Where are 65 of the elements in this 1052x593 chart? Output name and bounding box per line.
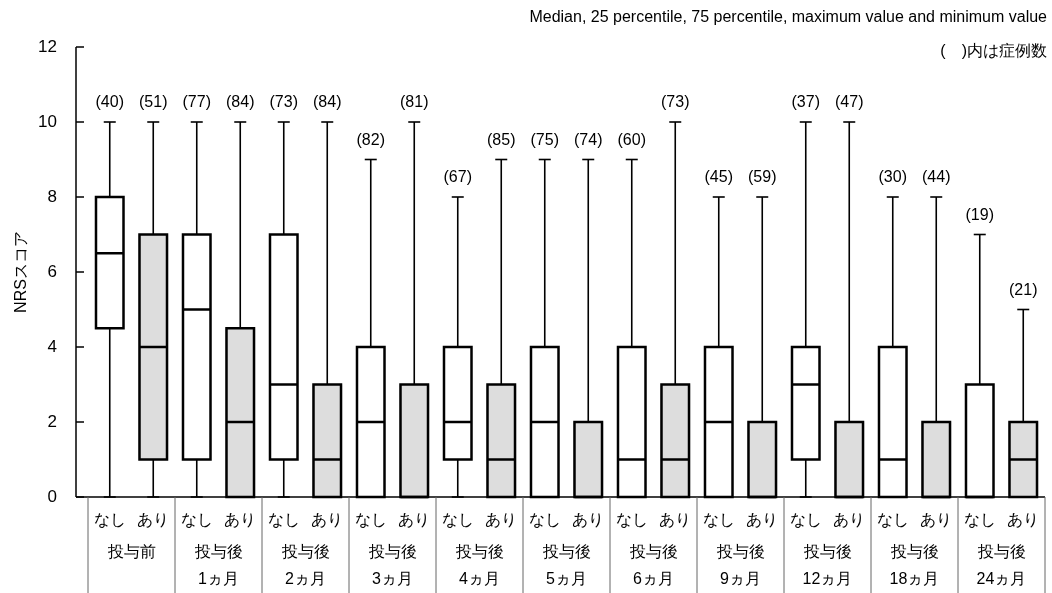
text: (75): [530, 130, 559, 148]
text: (45): [704, 168, 733, 186]
y-axis-title: NRSスコア: [12, 231, 30, 313]
annotation: ( )内は症例数: [940, 42, 1047, 60]
text: あり: [398, 511, 431, 529]
x-tick-label: 投与後 2ヵ月: [280, 543, 330, 588]
text: なし: [702, 511, 735, 529]
text: あり: [572, 511, 605, 529]
text: あり: [833, 511, 866, 529]
text: (60): [617, 130, 646, 148]
text: (51): [139, 93, 168, 111]
text: (44): [922, 168, 951, 186]
x-tick-label: 投与後 3ヵ月: [367, 543, 417, 588]
y-tick-label: 8: [47, 186, 57, 206]
text: (84): [313, 93, 342, 111]
text: なし: [528, 511, 561, 529]
text: (37): [791, 93, 820, 111]
text: (59): [748, 168, 777, 186]
text: (77): [182, 93, 211, 111]
text: (30): [878, 168, 907, 186]
text: あり: [137, 511, 170, 529]
text: (73): [661, 93, 690, 111]
text: あり: [311, 511, 344, 529]
y-tick-label: 0: [47, 486, 57, 506]
y-tick-label: 10: [38, 111, 57, 131]
text: あり: [659, 511, 692, 529]
text: なし: [180, 511, 213, 529]
text: なし: [615, 511, 648, 529]
text: なし: [441, 511, 474, 529]
text: なし: [876, 511, 909, 529]
series-label: あり: [224, 511, 257, 529]
text: (74): [574, 130, 603, 148]
text: (47): [835, 93, 864, 111]
x-tick-label: 投与後 18ヵ月: [889, 543, 940, 588]
text: Median, 25 percentile, 75 percentile, maximum value and minimum value: [529, 8, 1048, 26]
text: (19): [965, 205, 994, 223]
text: あり: [920, 511, 953, 529]
x-tick-label: 投与後 9ヵ月: [715, 543, 765, 588]
text: (40): [95, 93, 124, 111]
x-tick-label: 投与後 12ヵ月: [802, 543, 853, 588]
text: なし: [963, 511, 996, 529]
text: なし: [93, 511, 126, 529]
y-tick-label: 4: [47, 336, 57, 356]
series-label: なし: [354, 511, 387, 529]
text: あり: [1007, 511, 1040, 529]
text: あり: [485, 511, 518, 529]
y-tick-label: 12: [38, 36, 57, 56]
y-tick-label: 2: [47, 411, 57, 431]
y-tick-label: 6: [47, 261, 57, 281]
x-tick-label: 投与後 1ヵ月: [193, 543, 243, 588]
x-tick-label: 投与後 24ヵ月: [976, 543, 1027, 588]
x-tick-label: 投与後 6ヵ月: [628, 543, 678, 588]
x-tick-label: 投与後 5ヵ月: [541, 543, 591, 588]
text: (85): [487, 130, 516, 148]
text: (21): [1009, 280, 1038, 298]
text: (73): [269, 93, 298, 111]
text: (67): [443, 168, 472, 186]
text: あり: [746, 511, 779, 529]
text: なし: [267, 511, 300, 529]
text: (84): [226, 93, 255, 111]
x-tick-label: 投与前: [106, 543, 156, 561]
text: (82): [356, 130, 385, 148]
text: (81): [400, 93, 429, 111]
x-tick-label: 投与後 4ヵ月: [454, 543, 504, 588]
text: なし: [789, 511, 822, 529]
